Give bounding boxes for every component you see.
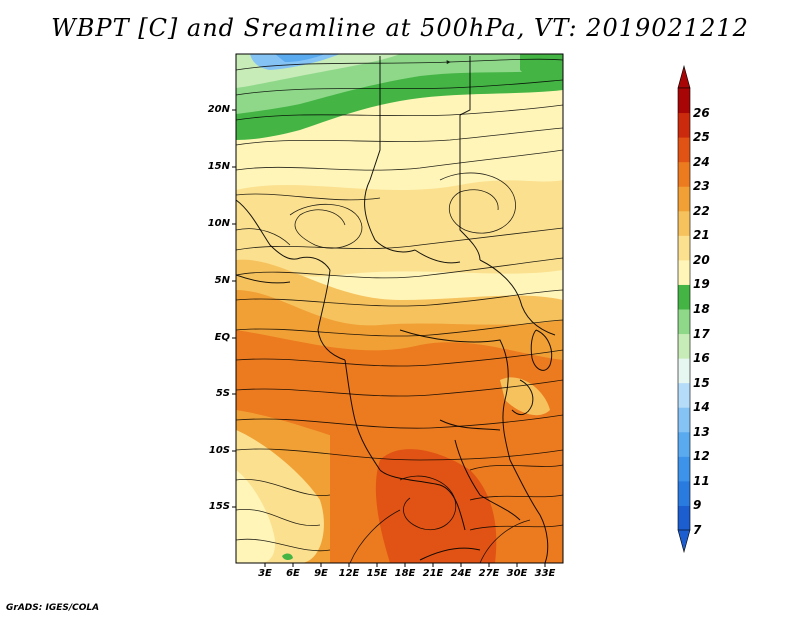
colorbar-label: 26 <box>693 105 710 120</box>
colorbar-swatch <box>678 431 690 457</box>
colorbar-label: 17 <box>693 326 710 341</box>
colorbar-swatch <box>678 358 690 384</box>
colorbar-label: 12 <box>693 449 710 464</box>
colorbar-swatch <box>678 284 690 310</box>
lon-label: 3E <box>258 568 272 579</box>
lon-label: 15E <box>366 568 388 579</box>
colorbar <box>677 64 691 554</box>
colorbar-cap-low <box>677 529 691 554</box>
colorbar-label: 16 <box>693 351 710 366</box>
colorbar-label: 11 <box>693 473 710 488</box>
colorbar-label: 23 <box>693 179 710 194</box>
colorbar-label: 22 <box>693 203 710 218</box>
lon-label: 33E <box>534 568 556 579</box>
colorbar-swatch <box>678 333 690 359</box>
colorbar-label: 20 <box>693 252 710 267</box>
colorbar-swatch <box>678 480 690 506</box>
chart-title: WBPT [C] and Sreamline at 500hPa, VT: 20… <box>51 14 749 42</box>
lat-label: 10N <box>207 218 230 229</box>
colorbar-label: 18 <box>693 302 710 316</box>
lon-label: 9E <box>314 568 328 579</box>
colorbar-swatch <box>678 235 690 261</box>
colorbar-label: 21 <box>693 228 710 243</box>
colorbar-label: 7 <box>693 523 702 537</box>
lat-label: 5S <box>215 388 230 399</box>
lat-label: 5N <box>214 275 230 286</box>
colorbar-swatch <box>678 112 690 138</box>
map-field <box>236 54 563 563</box>
lon-label: 6E <box>286 568 300 579</box>
colorbar-swatch <box>678 407 690 433</box>
lat-label: EQ <box>214 332 230 343</box>
lon-label: 27E <box>478 568 500 579</box>
lon-label: 30E <box>506 568 528 579</box>
colorbar-label: 24 <box>693 154 710 169</box>
colorbar-swatch <box>678 456 690 482</box>
colorbar-label: 15 <box>693 375 710 390</box>
lon-label: 21E <box>422 568 444 579</box>
colorbar-label: 25 <box>693 130 710 145</box>
colorbar-swatch <box>678 505 690 531</box>
colorbar-swatch <box>678 309 690 335</box>
colorbar-swatch <box>678 161 690 187</box>
colorbar-swatch <box>678 382 690 408</box>
colorbar-label: 13 <box>693 424 710 439</box>
map-frame <box>235 53 564 564</box>
colorbar-label: 9 <box>693 498 702 513</box>
lon-label: 18E <box>394 568 416 579</box>
lon-label: 12E <box>338 568 360 579</box>
footer-credit: GrADS: IGES/COLA <box>6 603 100 613</box>
colorbar-swatch <box>678 210 690 236</box>
lat-label: 15N <box>207 161 230 172</box>
colorbar-swatch <box>678 259 690 285</box>
lon-label: 24E <box>450 568 472 579</box>
lat-label: 20N <box>207 104 230 115</box>
lat-label: 10S <box>208 445 230 456</box>
colorbar-frame <box>677 87 691 531</box>
colorbar-swatch <box>678 88 690 114</box>
colorbar-swatch <box>678 137 690 163</box>
lat-label: 15S <box>208 501 230 512</box>
colorbar-cap-high <box>677 64 691 89</box>
colorbar-label: 14 <box>693 400 710 415</box>
colorbar-swatch <box>678 186 690 212</box>
colorbar-label: 19 <box>693 277 710 292</box>
